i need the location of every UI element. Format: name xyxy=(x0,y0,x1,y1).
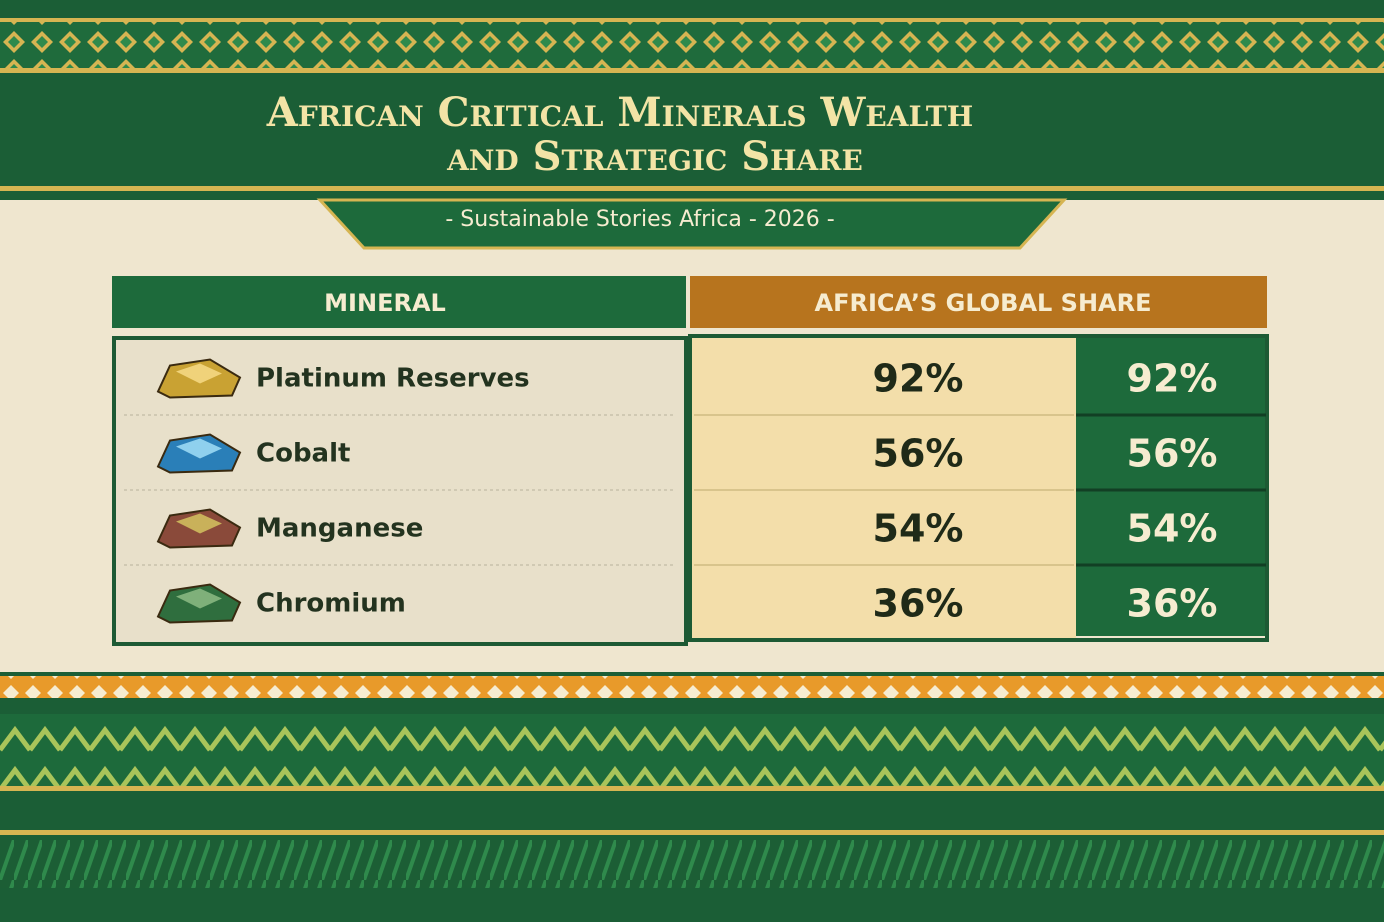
top-pattern xyxy=(0,22,1384,68)
share-value: 56% xyxy=(873,432,964,476)
bottom-pattern xyxy=(0,840,1384,888)
bottom-pattern xyxy=(0,676,1384,698)
share-column xyxy=(692,338,1076,638)
share-badge: 54% xyxy=(1127,507,1218,551)
badge-column xyxy=(1076,338,1266,636)
mineral-icon xyxy=(176,588,222,609)
share-value: 92% xyxy=(873,357,964,401)
mineral-name: Cobalt xyxy=(256,439,350,469)
mineral-name: Manganese xyxy=(256,514,423,544)
title: African Critical Minerals Wealth xyxy=(266,89,973,136)
mineral-name: Chromium xyxy=(256,589,406,619)
share-badge: 56% xyxy=(1127,432,1218,476)
title: and Strategic Share xyxy=(446,133,863,180)
header-cell xyxy=(690,276,1267,328)
share-value: 36% xyxy=(873,582,964,626)
bottom-pattern xyxy=(0,714,1384,786)
share-badge: 92% xyxy=(1127,357,1218,401)
share-value: 54% xyxy=(873,507,964,551)
column-header: AFRICA’S GLOBAL SHARE xyxy=(815,289,1152,317)
mineral-icon xyxy=(176,363,222,384)
mineral-icon xyxy=(176,438,222,459)
subtitle: - Sustainable Stories Africa - 2026 - xyxy=(445,207,834,232)
mineral-name: Platinum Reserves xyxy=(256,364,530,394)
header-cell xyxy=(112,276,686,328)
column-header: MINERAL xyxy=(324,289,446,317)
mineral-icon xyxy=(176,513,222,534)
share-badge: 36% xyxy=(1127,582,1218,626)
subtitle-banner xyxy=(316,198,1068,250)
